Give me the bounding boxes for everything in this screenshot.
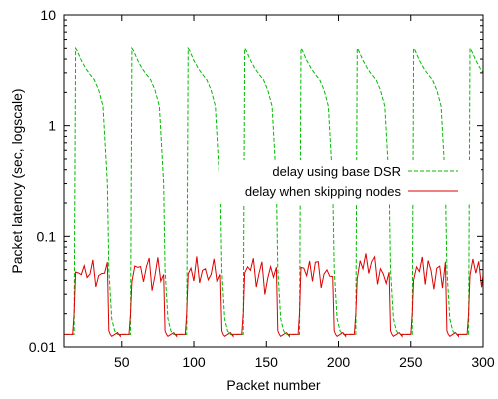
y-tick-label: 0.1 (37, 228, 57, 244)
ticks-layer: 50 100 150 200 250 300 0.01 0.1 1 10 (29, 7, 495, 370)
y-tick-label: 1 (48, 118, 56, 134)
y-tick-label: 0.01 (29, 339, 56, 355)
y-axis-label: Packet latency (sec, logscale) (9, 88, 25, 273)
series-line-0 (65, 46, 483, 335)
x-tick-label: 300 (471, 354, 495, 370)
legend: delay using base DSR delay when skipping… (219, 160, 481, 204)
series-layer (64, 46, 483, 338)
series-line-1 (64, 253, 483, 338)
x-tick-label: 200 (327, 354, 351, 370)
x-tick-label: 250 (399, 354, 423, 370)
plot-frame (63, 14, 484, 348)
x-axis-label: Packet number (226, 377, 320, 393)
legend-entry-base-dsr: delay using base DSR (272, 164, 401, 179)
y-tick-label: 10 (40, 7, 56, 23)
x-tick-label: 150 (255, 354, 279, 370)
x-tick-label: 100 (182, 354, 206, 370)
legend-box (219, 160, 481, 204)
x-tick-label: 50 (114, 354, 130, 370)
legend-entry-skipping-nodes: delay when skipping nodes (245, 184, 402, 199)
